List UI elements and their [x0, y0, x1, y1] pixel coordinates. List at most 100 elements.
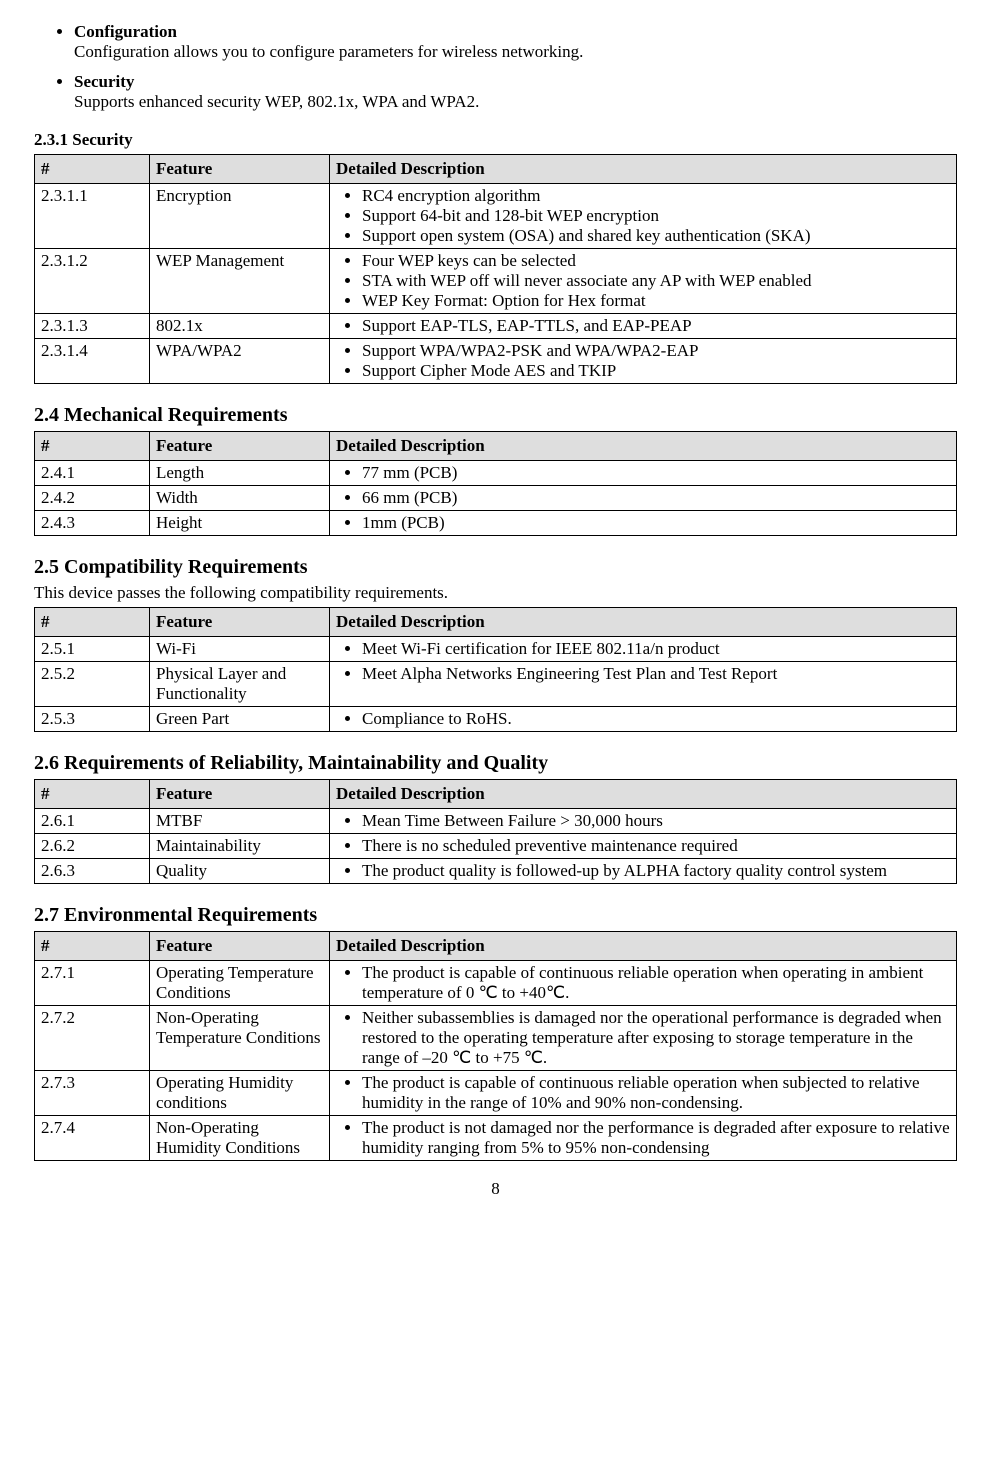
cell-desc: The product quality is followed-up by AL…	[330, 859, 957, 884]
table-row: 2.5.3Green Part Compliance to RoHS.	[35, 707, 957, 732]
cell-desc: Support WPA/WPA2-PSK and WPA/WPA2-EAPSup…	[330, 339, 957, 384]
desc-list: The product is capable of continuous rel…	[336, 963, 950, 1003]
th-feature: Feature	[150, 155, 330, 184]
intro-bullet-body: Supports enhanced security WEP, 802.1x, …	[74, 92, 957, 112]
cell-feature: Green Part	[150, 707, 330, 732]
table-row: 2.3.1.1EncryptionRC4 encryption algorith…	[35, 184, 957, 249]
section-25-title: 2.5 Compatibility Requirements	[34, 556, 957, 579]
table-row: 2.4.1Length 77 mm (PCB)	[35, 461, 957, 486]
th-num: #	[35, 780, 150, 809]
table-26: # Feature Detailed Description 2.6.1MTBF…	[34, 779, 957, 884]
table-row: 2.6.1MTBFMean Time Between Failure > 30,…	[35, 809, 957, 834]
table-row: 2.5.1Wi-Fi Meet Wi-Fi certification for I…	[35, 637, 957, 662]
desc-item: Support EAP-TLS, EAP-TTLS, and EAP-PEAP	[362, 316, 950, 336]
cell-num: 2.3.1.3	[35, 314, 150, 339]
page-number: 8	[34, 1179, 957, 1199]
th-num: #	[35, 608, 150, 637]
desc-list: Support EAP-TLS, EAP-TTLS, and EAP-PEAP	[336, 316, 950, 336]
cell-feature: Operating Temperature Conditions	[150, 961, 330, 1006]
table-row: 2.7.4Non-Operating Humidity Conditions Th…	[35, 1116, 957, 1161]
cell-desc: The product is capable of continuous rel…	[330, 961, 957, 1006]
intro-bullet-body: Configuration allows you to configure pa…	[74, 42, 957, 62]
desc-item: Compliance to RoHS.	[362, 709, 950, 729]
cell-num: 2.5.3	[35, 707, 150, 732]
th-feature: Feature	[150, 780, 330, 809]
section-24-title: 2.4 Mechanical Requirements	[34, 404, 957, 427]
desc-item: There is no scheduled preventive mainten…	[362, 836, 950, 856]
desc-item: RC4 encryption algorithm	[362, 186, 950, 206]
desc-item: 1mm (PCB)	[362, 513, 950, 533]
cell-desc: Mean Time Between Failure > 30,000 hours	[330, 809, 957, 834]
desc-list: There is no scheduled preventive mainten…	[336, 836, 950, 856]
desc-list: 66 mm (PCB)	[336, 488, 950, 508]
desc-list: The product quality is followed-up by AL…	[336, 861, 950, 881]
th-desc: Detailed Description	[330, 780, 957, 809]
cell-desc: The product is capable of continuous rel…	[330, 1071, 957, 1116]
table-24: # Feature Detailed Description 2.4.1Leng…	[34, 431, 957, 536]
cell-num: 2.4.2	[35, 486, 150, 511]
cell-desc: 77 mm (PCB)	[330, 461, 957, 486]
desc-item: Support WPA/WPA2-PSK and WPA/WPA2-EAP	[362, 341, 950, 361]
desc-item: Neither subassemblies is damaged nor the…	[362, 1008, 950, 1068]
cell-feature: Physical Layer and Functionality	[150, 662, 330, 707]
desc-list: Four WEP keys can be selectedSTA with WE…	[336, 251, 950, 311]
cell-num: 2.5.1	[35, 637, 150, 662]
desc-item: STA with WEP off will never associate an…	[362, 271, 950, 291]
cell-feature: Height	[150, 511, 330, 536]
desc-item: Meet Alpha Networks Engineering Test Pla…	[362, 664, 950, 684]
table-25: # Feature Detailed Description 2.5.1Wi-F…	[34, 607, 957, 732]
th-desc: Detailed Description	[330, 432, 957, 461]
desc-list: 1mm (PCB)	[336, 513, 950, 533]
cell-feature: Wi-Fi	[150, 637, 330, 662]
intro-bullet-title: Configuration	[74, 22, 177, 41]
cell-feature: Length	[150, 461, 330, 486]
th-num: #	[35, 932, 150, 961]
cell-desc: RC4 encryption algorithmSupport 64-bit a…	[330, 184, 957, 249]
cell-desc: 66 mm (PCB)	[330, 486, 957, 511]
th-feature: Feature	[150, 432, 330, 461]
cell-feature: Non-Operating Humidity Conditions	[150, 1116, 330, 1161]
th-num: #	[35, 432, 150, 461]
desc-item: The product quality is followed-up by AL…	[362, 861, 950, 881]
cell-feature: WEP Management	[150, 249, 330, 314]
intro-bullet-title: Security	[74, 72, 134, 91]
th-desc: Detailed Description	[330, 155, 957, 184]
section-25-intro: This device passes the following compati…	[34, 583, 957, 603]
cell-desc: Meet Alpha Networks Engineering Test Pla…	[330, 662, 957, 707]
cell-desc: The product is not damaged nor the perfo…	[330, 1116, 957, 1161]
desc-item: Support open system (OSA) and shared key…	[362, 226, 950, 246]
th-feature: Feature	[150, 932, 330, 961]
intro-bullet: ConfigurationConfiguration allows you to…	[74, 22, 957, 62]
cell-feature: Encryption	[150, 184, 330, 249]
th-num: #	[35, 155, 150, 184]
cell-num: 2.7.4	[35, 1116, 150, 1161]
desc-item: The product is not damaged nor the perfo…	[362, 1118, 950, 1158]
desc-item: Four WEP keys can be selected	[362, 251, 950, 271]
intro-bullet: SecuritySupports enhanced security WEP, …	[74, 72, 957, 112]
table-row: 2.3.1.4WPA/WPA2Support WPA/WPA2-PSK and …	[35, 339, 957, 384]
section-231-title: 2.3.1 Security	[34, 130, 957, 150]
table-row: 2.7.1Operating Temperature ConditionsThe…	[35, 961, 957, 1006]
th-feature: Feature	[150, 608, 330, 637]
desc-list: Meet Wi-Fi certification for IEEE 802.11…	[336, 639, 950, 659]
cell-desc: Meet Wi-Fi certification for IEEE 802.11…	[330, 637, 957, 662]
table-row: 2.4.3Height1mm (PCB)	[35, 511, 957, 536]
desc-list: The product is capable of continuous rel…	[336, 1073, 950, 1113]
desc-item: 66 mm (PCB)	[362, 488, 950, 508]
table-row: 2.3.1.2WEP ManagementFour WEP keys can b…	[35, 249, 957, 314]
cell-num: 2.3.1.4	[35, 339, 150, 384]
desc-list: 77 mm (PCB)	[336, 463, 950, 483]
cell-desc: 1mm (PCB)	[330, 511, 957, 536]
desc-list: Support WPA/WPA2-PSK and WPA/WPA2-EAPSup…	[336, 341, 950, 381]
desc-list: The product is not damaged nor the perfo…	[336, 1118, 950, 1158]
cell-desc: Support EAP-TLS, EAP-TTLS, and EAP-PEAP	[330, 314, 957, 339]
intro-bullet-list: ConfigurationConfiguration allows you to…	[34, 22, 957, 112]
desc-list: Neither subassemblies is damaged nor the…	[336, 1008, 950, 1068]
cell-num: 2.6.3	[35, 859, 150, 884]
cell-num: 2.4.1	[35, 461, 150, 486]
desc-item: WEP Key Format: Option for Hex format	[362, 291, 950, 311]
table-231: # Feature Detailed Description 2.3.1.1En…	[34, 154, 957, 384]
cell-feature: Width	[150, 486, 330, 511]
th-desc: Detailed Description	[330, 932, 957, 961]
cell-feature: Operating Humidity conditions	[150, 1071, 330, 1116]
